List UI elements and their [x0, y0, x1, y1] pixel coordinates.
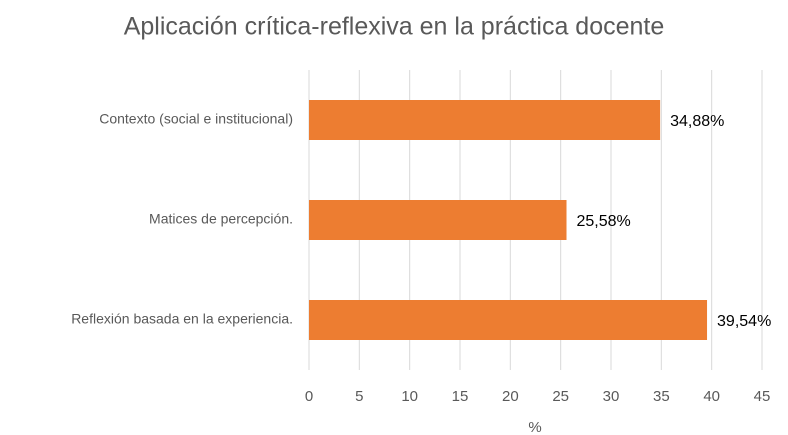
x-axis-label: % — [528, 419, 541, 435]
value-label: 25,58% — [577, 213, 631, 230]
y-tick-label: Reflexión basada en la experiencia. — [71, 311, 293, 327]
value-label: 39,54% — [717, 313, 771, 330]
x-tick-label: 10 — [401, 388, 418, 405]
x-tick-label: 5 — [355, 388, 363, 405]
bar — [309, 300, 708, 340]
x-tick-label: 30 — [603, 388, 620, 405]
y-tick-label: Matices de percepción. — [149, 211, 293, 227]
y-tick-label: Contexto (social e institucional) — [99, 111, 293, 127]
chart-title: Aplicación crítica-reflexiva en la práct… — [124, 13, 665, 41]
x-tick-label: 45 — [754, 388, 771, 405]
x-tick-label: 20 — [502, 388, 519, 405]
x-tick-label: 0 — [305, 388, 313, 405]
x-tick-label: 25 — [552, 388, 569, 405]
bar — [309, 100, 661, 140]
x-tick-label: 15 — [452, 388, 469, 405]
bar — [309, 200, 567, 240]
value-label: 34,88% — [670, 113, 724, 130]
x-tick-label: 35 — [653, 388, 670, 405]
x-tick-label: 40 — [703, 388, 720, 405]
